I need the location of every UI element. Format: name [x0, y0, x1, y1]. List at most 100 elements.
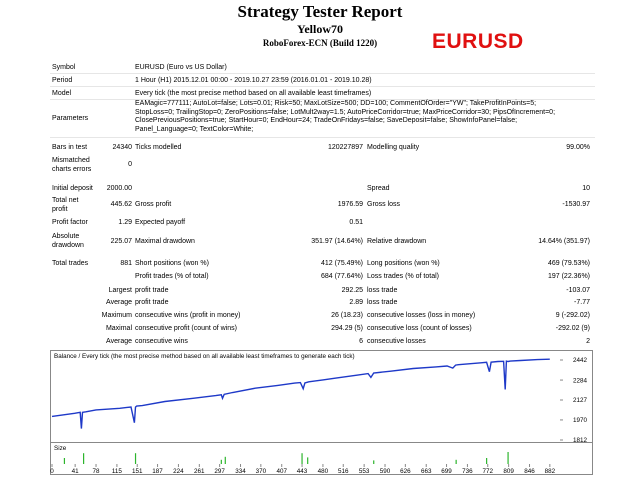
period-value: 1 Hour (H1) 2015.12.01 00:00 - 2019.10.2…	[135, 77, 372, 84]
total-trades-label: Total trades	[52, 260, 89, 267]
balance-line	[51, 358, 550, 429]
x-tick-label: 407	[276, 468, 287, 475]
row-divider	[50, 86, 595, 87]
maximum-label: Maximum	[101, 312, 132, 319]
x-tick-label: 626	[400, 468, 411, 475]
max-drawdown-label: Maximal drawdown	[135, 238, 195, 245]
x-tick-label: 443	[297, 468, 308, 475]
quality-label: Modelling quality	[367, 144, 420, 151]
chart-frame	[50, 350, 593, 475]
chart-title: Balance / Every tick (the most precise m…	[54, 353, 355, 360]
row-divider	[50, 99, 595, 100]
model-value: Every tick (the most precise method base…	[135, 90, 372, 97]
largest-loss-label: loss trade	[367, 287, 398, 294]
loss-trades-value: 197 (22.36%)	[547, 273, 590, 280]
x-tick-label: 699	[441, 468, 452, 475]
x-tick-label: 882	[545, 468, 556, 475]
x-tick-label: 736	[462, 468, 473, 475]
profit-factor-value: 1.29	[118, 219, 132, 226]
x-tick-label: 590	[380, 468, 391, 475]
relative-drawdown-label: Relative drawdown	[367, 238, 427, 245]
balance-series	[51, 358, 550, 429]
avg-profit-label: profit trade	[135, 299, 169, 306]
x-tick-label: 370	[256, 468, 267, 475]
net-profit-value: 445.62	[110, 201, 132, 208]
max-cons-wins-value: 26 (18.23)	[331, 312, 363, 319]
x-tick-label: 0	[50, 468, 54, 475]
avg-cons-losses-value: 2	[586, 338, 590, 345]
expected-payoff-label: Expected payoff	[135, 219, 186, 226]
largest-loss-value: -103.07	[566, 287, 590, 294]
total-trades-value: 881	[120, 260, 132, 267]
broker-build: RoboForex-ECN (Build 1220)	[262, 38, 378, 48]
y-tick-label: 2284	[573, 377, 588, 384]
x-tick-label: 809	[503, 468, 514, 475]
max-cons-losses-value: 9 (-292.02)	[555, 312, 590, 319]
max-cons-losses-label: consecutive losses (loss in money)	[367, 312, 476, 319]
absolute-drawdown-value: 225.07	[110, 238, 132, 245]
row-divider	[50, 137, 595, 138]
gross-loss-label: Gross loss	[367, 201, 401, 208]
y-tick-label: 1812	[573, 437, 588, 444]
model-label: Model	[52, 90, 72, 97]
expected-payoff-value: 0.51	[349, 219, 363, 226]
y-tick-label: 2442	[573, 357, 588, 364]
x-tick-label: 516	[338, 468, 349, 475]
largest-label: Largest	[108, 287, 132, 294]
net-profit-label-2: profit	[52, 206, 68, 213]
average-cons-label: Average	[106, 338, 132, 345]
symbol-value: EURUSD (Euro vs US Dollar)	[135, 64, 227, 71]
spread-label: Spread	[367, 185, 390, 192]
y-axis: 2442 2284 2127 1970 1812	[560, 357, 587, 444]
y-tick-label: 2127	[573, 397, 588, 404]
ticks-value: 120227897	[327, 144, 363, 151]
x-tick-label: 115	[112, 468, 123, 475]
report-title: Strategy Tester Report	[237, 2, 403, 21]
mismatch-value: 0	[128, 161, 132, 168]
mismatch-label: Mismatched	[52, 157, 90, 164]
avg-profit-value: 2.89	[349, 299, 363, 306]
gross-loss-value: -1530.97	[562, 201, 590, 208]
balance-chart-svg: Balance / Every tick (the most precise m…	[50, 350, 593, 475]
size-panel-label: Size	[54, 445, 67, 452]
maximal-cons-loss-value: -292.02 (9)	[555, 325, 590, 332]
x-tick-label: 846	[524, 468, 535, 475]
profit-trades-label: Profit trades (% of total)	[135, 273, 209, 280]
relative-drawdown-value: 14.64% (351.97)	[538, 238, 590, 245]
symbol-label: Symbol	[52, 64, 76, 71]
x-tick-label: 663	[421, 468, 432, 475]
period-label: Period	[52, 77, 73, 84]
avg-cons-wins-value: 6	[359, 338, 363, 345]
short-positions-label: Short positions (won %)	[135, 260, 209, 267]
avg-loss-value: -7.77	[574, 299, 590, 306]
deposit-value: 2000.00	[106, 185, 132, 192]
x-tick-label: 297	[214, 468, 225, 475]
avg-loss-label: loss trade	[367, 299, 398, 306]
parameters-label: Parameters	[52, 115, 89, 122]
mismatch-label-2: charts errors	[52, 166, 92, 173]
profit-trades-value: 684 (77.64%)	[320, 273, 363, 280]
x-tick-label: 187	[152, 468, 163, 475]
x-tick-label: 553	[359, 468, 370, 475]
loss-trades-label: Loss trades (% of total)	[367, 273, 439, 280]
maximal-cons-profit-label: consecutive profit (count of wins)	[135, 325, 237, 332]
x-tick-label: 772	[482, 468, 493, 475]
gross-profit-label: Gross profit	[135, 201, 172, 208]
long-positions-value: 469 (79.53%)	[547, 260, 590, 267]
profit-factor-label: Profit factor	[52, 219, 88, 226]
size-spikes	[63, 452, 509, 464]
average-label: Average	[106, 299, 132, 306]
deposit-label: Initial deposit	[52, 185, 93, 192]
quality-value: 99.00%	[566, 144, 590, 151]
ticks-label: Ticks modelled	[135, 144, 182, 151]
avg-cons-wins-label: consecutive wins	[135, 338, 188, 345]
net-profit-label: Total net	[52, 197, 79, 204]
x-tick-label: 334	[235, 468, 246, 475]
max-drawdown-value: 351.97 (14.64%)	[311, 238, 363, 245]
row-divider	[50, 73, 595, 74]
avg-cons-losses-label: consecutive losses	[367, 338, 426, 345]
x-tick-label: 41	[72, 468, 80, 475]
x-tick-label: 224	[173, 468, 184, 475]
largest-profit-value: 292.25	[341, 287, 363, 294]
absolute-drawdown-label-2: drawdown	[52, 242, 84, 249]
